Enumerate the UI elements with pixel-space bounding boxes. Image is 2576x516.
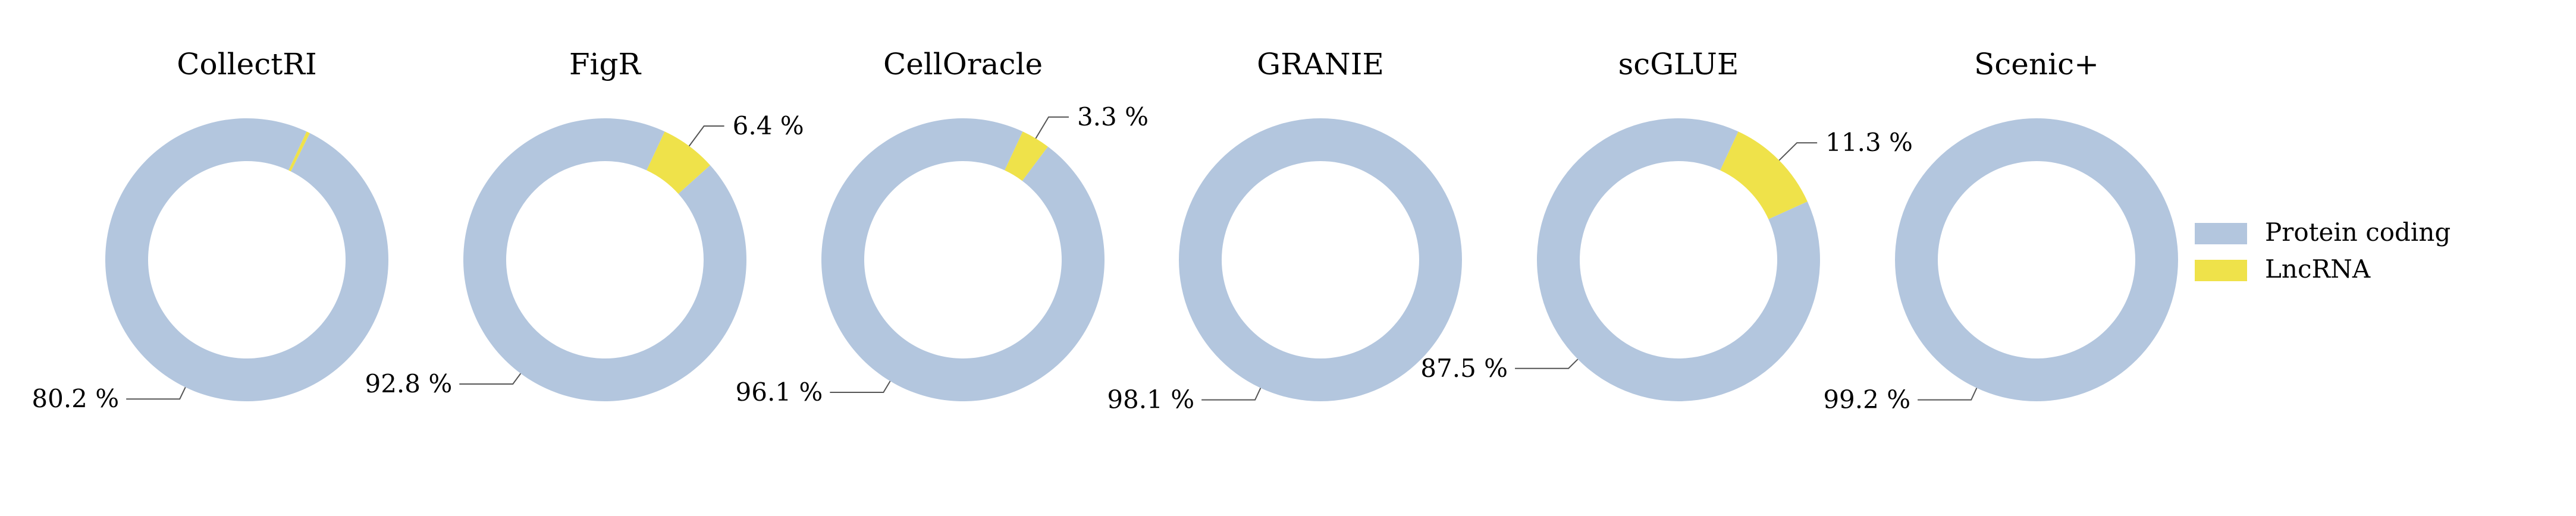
leader-line-protein-coding	[1515, 358, 1579, 369]
donut-panel-celloracle: CellOracle 96.1 % 3.3 %	[736, 47, 1149, 407]
donut-panel-collectri: CollectRI 80.2 %	[32, 47, 389, 413]
leader-line-protein-coding	[1918, 388, 1978, 401]
slice-lncrna	[1720, 131, 1808, 219]
label-lncrna: 6.4 %	[733, 111, 804, 140]
leader-line-lncrna	[1035, 116, 1069, 139]
legend-swatch	[2195, 260, 2247, 281]
donut-panel-scglue: scGLUE 87.5 % 11.3 %	[1420, 47, 1913, 401]
label-lncrna: 11.3 %	[1825, 128, 1913, 157]
label-protein-coding: 96.1 %	[736, 377, 823, 407]
slice-lncrna	[288, 131, 310, 172]
label-lncrna: 3.3 %	[1077, 102, 1149, 131]
donut-panel-granie: GRANIE 98.1 %	[1107, 47, 1462, 414]
slice-protein-coding	[1895, 118, 2178, 401]
donut-panel-figr: FigR 92.8 % 6.4 %	[365, 47, 804, 402]
legend-item-protein-coding: Protein coding	[2195, 218, 2451, 247]
label-protein-coding: 87.5 %	[1420, 354, 1508, 383]
slice-lncrna	[647, 131, 710, 194]
slice-protein-coding	[105, 118, 389, 402]
chart-title: scGLUE	[1618, 47, 1739, 81]
label-protein-coding: 99.2 %	[1823, 385, 1910, 414]
slice-protein-coding	[463, 118, 746, 402]
donut-panel-scenic: Scenic+ 99.2 %	[1823, 47, 2178, 414]
chart-title: Scenic+	[1974, 47, 2099, 81]
legend-swatch	[2195, 223, 2247, 244]
slice-protein-coding	[1537, 118, 1821, 401]
slice-lncrna	[1005, 131, 1048, 181]
label-protein-coding: 98.1 %	[1107, 385, 1194, 414]
label-protein-coding: 92.8 %	[365, 369, 452, 398]
chart-title: CellOracle	[883, 47, 1043, 81]
leader-line-lncrna	[1778, 142, 1818, 161]
label-protein-coding: 80.2 %	[32, 384, 119, 413]
legend-label: LncRNA	[2265, 254, 2371, 284]
slice-protein-coding	[1179, 118, 1462, 401]
legend-label: Protein coding	[2265, 218, 2451, 247]
legend: Protein coding LncRNA	[2195, 218, 2451, 284]
chart-title: GRANIE	[1257, 47, 1384, 81]
leader-line-protein-coding	[126, 386, 186, 400]
leader-line-protein-coding	[1201, 388, 1262, 401]
legend-item-lncrna: LncRNA	[2195, 254, 2371, 284]
chart-title: CollectRI	[177, 47, 316, 81]
slice-protein-coding	[821, 118, 1105, 402]
leader-line-lncrna	[688, 125, 724, 147]
leader-line-protein-coding	[459, 373, 522, 385]
chart-title: FigR	[569, 47, 642, 81]
leader-line-protein-coding	[830, 380, 891, 394]
